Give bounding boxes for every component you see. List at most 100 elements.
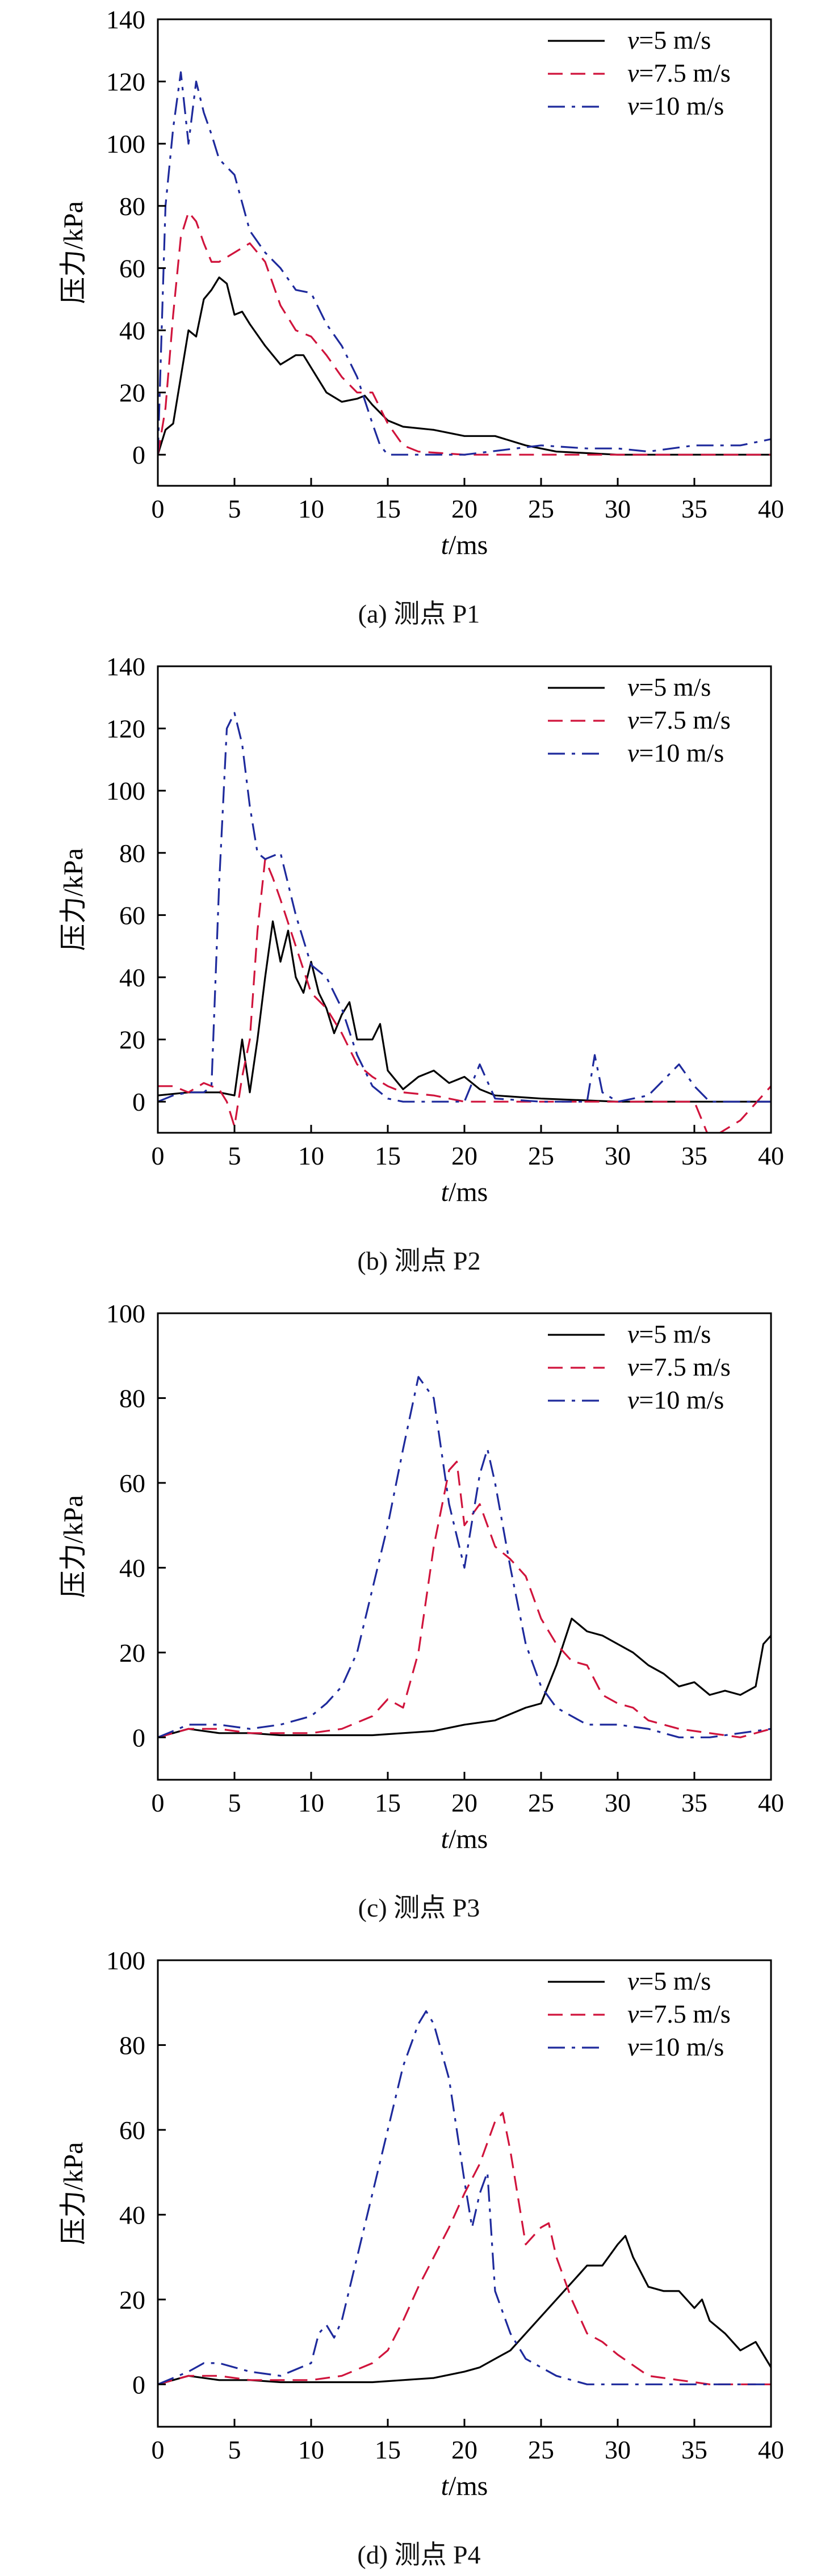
series-line-3 <box>158 71 771 456</box>
x-tick-label: 30 <box>605 2435 631 2464</box>
y-tick-label: 60 <box>119 2116 145 2145</box>
series-line-3 <box>158 1376 771 1738</box>
series-line-1 <box>158 920 771 1103</box>
x-tick-label: 20 <box>451 1788 477 1817</box>
y-tick-label: 20 <box>119 2285 145 2314</box>
x-tick-label: 25 <box>528 1788 554 1817</box>
x-tick-label: 40 <box>758 494 784 523</box>
y-tick-label: 100 <box>106 1299 145 1328</box>
x-tick-label: 25 <box>528 1141 554 1170</box>
x-tick-label: 10 <box>298 1141 324 1170</box>
x-tick-label: 5 <box>228 494 241 523</box>
legend-label: v=10 m/s <box>627 91 724 120</box>
x-tick-label: 10 <box>298 1788 324 1817</box>
x-tick-label: 20 <box>451 1141 477 1170</box>
series-line-1 <box>158 1617 771 1738</box>
x-tick-label: 30 <box>605 1788 631 1817</box>
x-tick-label: 35 <box>681 494 707 523</box>
series-line-2 <box>158 1460 771 1738</box>
plot-frame <box>157 18 772 487</box>
x-tick-label: 5 <box>228 1788 241 1817</box>
plot-frame <box>157 665 772 1134</box>
y-tick-label: 100 <box>106 776 145 805</box>
y-tick-label: 100 <box>106 1946 145 1975</box>
legend-label: v=10 m/s <box>627 2032 724 2061</box>
y-tick-label: 100 <box>106 129 145 158</box>
x-axis-label: t/ms <box>441 1177 488 1207</box>
y-tick-label: 80 <box>119 192 145 221</box>
x-tick-label: 0 <box>152 494 165 523</box>
x-tick-label: 20 <box>451 2435 477 2464</box>
x-tick-label: 0 <box>152 2435 165 2464</box>
panel-caption: (b) 测点 P2 <box>357 1246 481 1275</box>
y-tick-label: 140 <box>106 652 145 681</box>
legend-label: v=5 m/s <box>627 1319 711 1348</box>
legend-label: v=10 m/s <box>627 1385 724 1414</box>
chart-panel: 0 5 10 15 20 25 30 35 40 0 20 40 60 80 100 t/ms 压力/kPa v=… <box>0 1294 838 1929</box>
x-tick-label: 15 <box>375 1788 401 1817</box>
series-line-3 <box>158 2010 771 2385</box>
x-tick-label: 15 <box>375 494 401 523</box>
y-axis-label: 压力/kPa <box>58 201 89 304</box>
y-tick-label: 0 <box>132 1723 145 1752</box>
chart-panel: 0 5 10 15 20 25 30 35 40 0 20 40 60 80 100 120 140 t/ms 压力… <box>0 0 838 635</box>
y-tick-label: 20 <box>119 379 145 407</box>
y-tick-label: 60 <box>119 254 145 283</box>
x-tick-label: 25 <box>528 494 554 523</box>
y-axis-label: 压力/kPa <box>58 1495 89 1598</box>
y-tick-label: 60 <box>119 1469 145 1498</box>
y-axis-label: 压力/kPa <box>58 848 89 951</box>
x-tick-label: 5 <box>228 1141 241 1170</box>
series-line-3 <box>158 712 771 1103</box>
y-tick-label: 60 <box>119 901 145 930</box>
series-line-2 <box>158 858 771 1133</box>
x-axis-label: t/ms <box>441 530 488 560</box>
panel-caption: (d) 测点 P4 <box>357 2540 481 2569</box>
chart-svg: 0 5 10 15 20 25 30 35 40 0 20 40 60 80 100 120 140 t/ms 压力… <box>58 5 784 560</box>
x-tick-label: 0 <box>152 1788 165 1817</box>
chart-panel: 0 5 10 15 20 25 30 35 40 0 20 40 60 80 100 t/ms 压力/kPa v=… <box>0 1941 838 2576</box>
series-line-2 <box>158 2112 771 2385</box>
x-axis-label: t/ms <box>441 2471 488 2501</box>
y-tick-label: 140 <box>106 5 145 34</box>
panel-caption: (a) 测点 P1 <box>358 599 480 628</box>
panel-caption: (c) 测点 P3 <box>358 1893 480 1922</box>
y-tick-label: 20 <box>119 1638 145 1667</box>
x-tick-label: 40 <box>758 1788 784 1817</box>
legend-label: v=7.5 m/s <box>627 1999 731 2028</box>
y-tick-label: 80 <box>119 839 145 868</box>
series-line-2 <box>158 211 771 456</box>
x-tick-label: 5 <box>228 2435 241 2464</box>
chart-svg: 0 5 10 15 20 25 30 35 40 0 20 40 60 80 100 t/ms 压力/kPa v=… <box>58 1299 784 1854</box>
legend-label: v=7.5 m/s <box>627 705 731 734</box>
x-tick-label: 10 <box>298 2435 324 2464</box>
y-tick-label: 40 <box>119 316 145 345</box>
chart-svg: 0 5 10 15 20 25 30 35 40 0 20 40 60 80 100 t/ms 压力/kPa v=… <box>58 1946 784 2501</box>
y-tick-label: 0 <box>132 440 145 469</box>
x-tick-label: 35 <box>681 2435 707 2464</box>
y-axis-label: 压力/kPa <box>58 2142 89 2245</box>
x-tick-label: 20 <box>451 494 477 523</box>
legend-label: v=5 m/s <box>627 1966 711 1995</box>
y-tick-label: 40 <box>119 2200 145 2229</box>
series-line-1 <box>158 2235 771 2385</box>
x-tick-label: 10 <box>298 494 324 523</box>
chart-svg: 0 5 10 15 20 25 30 35 40 0 20 40 60 80 100 120 140 t/ms 压力… <box>58 652 784 1207</box>
y-tick-label: 0 <box>132 1087 145 1116</box>
y-tick-label: 120 <box>106 68 145 96</box>
legend-label: v=7.5 m/s <box>627 1352 731 1381</box>
legend-label: v=5 m/s <box>627 673 711 701</box>
y-tick-label: 80 <box>119 1384 145 1413</box>
x-tick-label: 35 <box>681 1788 707 1817</box>
x-tick-label: 35 <box>681 1141 707 1170</box>
series-line-1 <box>158 276 771 456</box>
y-tick-label: 20 <box>119 1026 145 1054</box>
x-tick-label: 15 <box>375 1141 401 1170</box>
legend-label: v=10 m/s <box>627 738 724 767</box>
x-tick-label: 30 <box>605 494 631 523</box>
x-tick-label: 30 <box>605 1141 631 1170</box>
y-tick-label: 0 <box>132 2370 145 2399</box>
x-tick-label: 40 <box>758 1141 784 1170</box>
chart-panel: 0 5 10 15 20 25 30 35 40 0 20 40 60 80 100 120 140 t/ms 压力… <box>0 647 838 1282</box>
x-tick-label: 40 <box>758 2435 784 2464</box>
